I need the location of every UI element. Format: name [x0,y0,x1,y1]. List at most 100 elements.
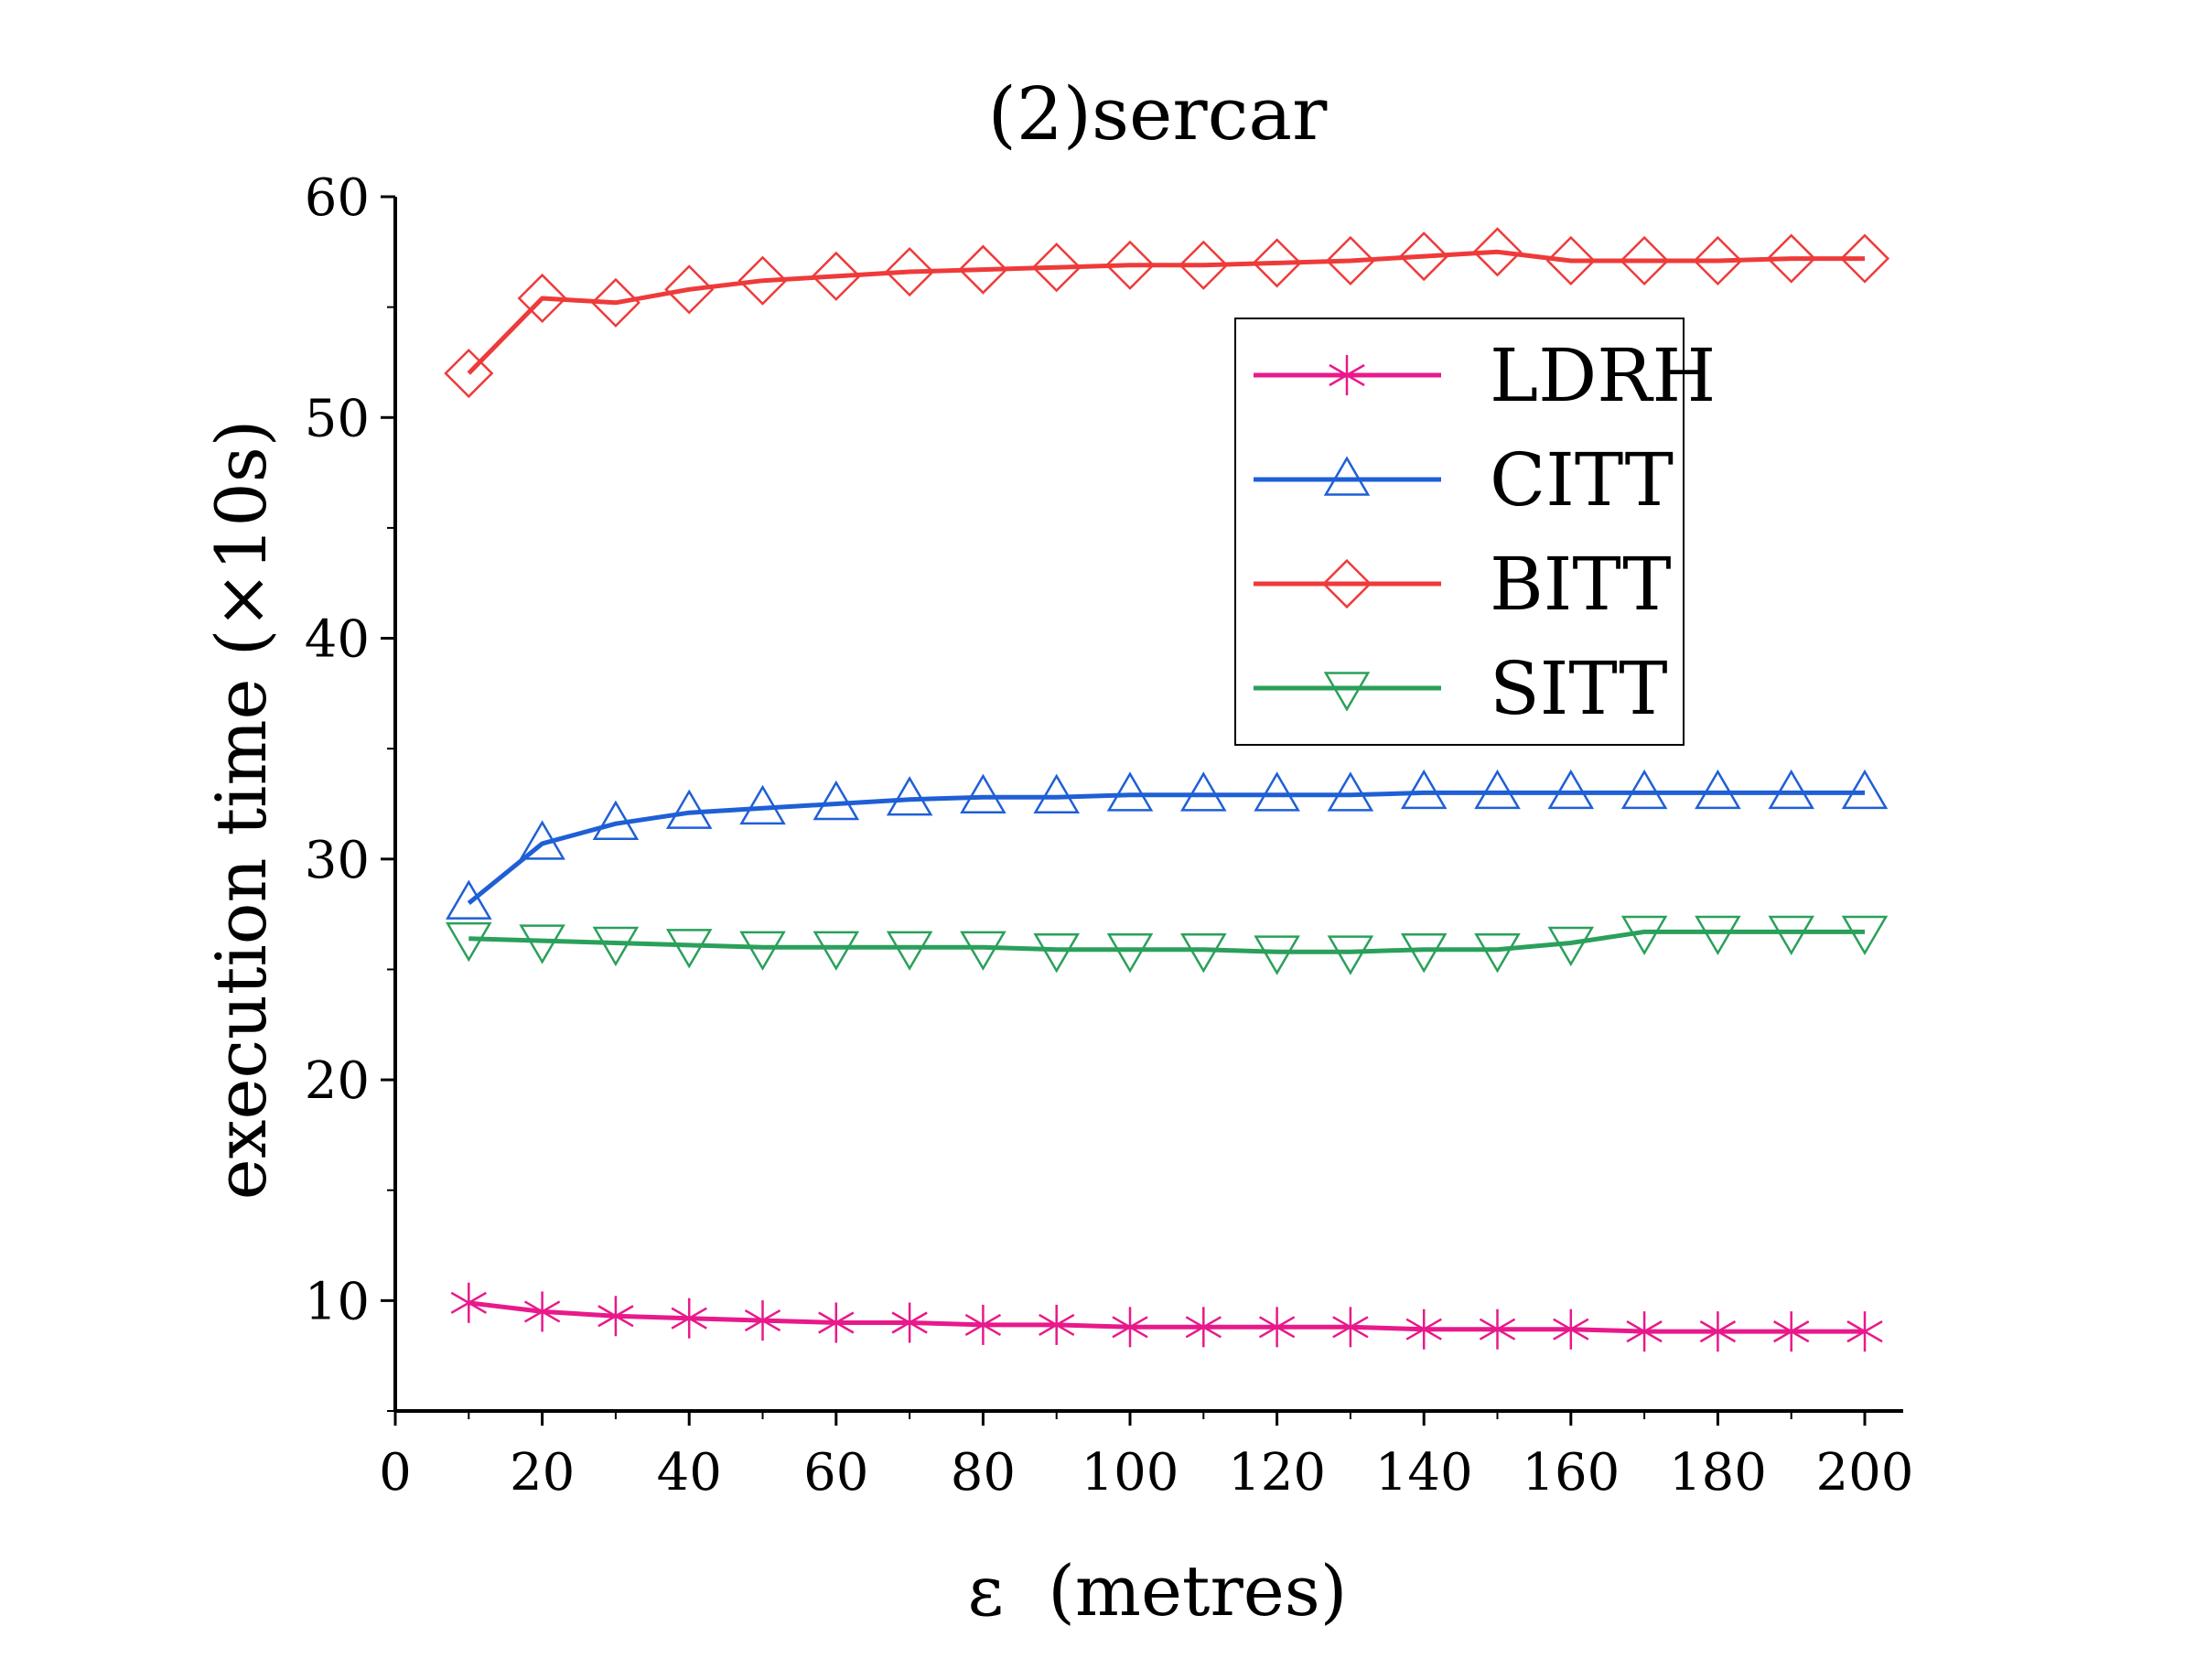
data-point [739,931,786,971]
data-point [1626,1311,1663,1352]
data-point [1620,235,1670,286]
legend-label: LDRH [1490,333,1716,418]
data-point [1768,769,1814,810]
data-point [737,255,788,306]
data-point [891,1302,928,1343]
legend-label: CITT [1490,437,1674,522]
data-point [671,1298,707,1339]
series-sitt [446,915,1889,975]
data-point [1327,771,1374,812]
legend-label: SITT [1490,646,1668,731]
data-point [1327,935,1374,975]
y-ticks: 10 20 30 40 50 60 [305,168,395,1412]
marker-stroke [1039,1313,1075,1336]
data-point [1400,769,1448,810]
y-axis-label: execution time (×10s) [200,420,282,1201]
data-point [1846,1311,1883,1352]
marker-stroke [1258,1316,1296,1339]
data-point [1472,227,1523,277]
y-tick-label: 60 [305,168,370,228]
legend-item-bitt: BITT [1254,542,1672,627]
y-tick-label: 40 [305,610,370,670]
x-axis-label: ε (metres) [968,1550,1348,1632]
data-point [597,1296,634,1337]
chart-title: (2)sercar [988,71,1328,156]
data-point [1104,240,1156,290]
data-point [450,1282,487,1323]
data-point [1547,926,1595,967]
x-tick-label: 200 [1816,1443,1914,1502]
marker-stroke [450,1291,487,1314]
data-point [739,784,786,825]
x-tick-label: 140 [1375,1443,1473,1502]
data-point [1112,1307,1148,1348]
marker-stroke [1553,1318,1589,1341]
x-ticks: 0 20 40 60 80 100 120 140 160 180 200 [379,1411,1913,1502]
data-point [523,1291,561,1332]
data-point [1545,235,1596,286]
data-point [446,921,492,963]
marker-stroke [891,1311,928,1334]
data-point [960,931,1006,971]
series-ldrh [450,1282,1883,1352]
data-point [1620,915,1668,956]
y-tick-label: 10 [305,1272,370,1331]
data-point [1693,235,1743,286]
data-point [1841,915,1889,956]
marker-stroke [818,1311,855,1334]
data-point [1031,242,1082,293]
y-tick-label: 20 [305,1051,370,1111]
data-point [590,277,640,328]
marker-stroke [1332,1316,1369,1339]
series-bitt [444,227,1890,399]
data-point [1254,771,1300,812]
data-point [1323,672,1371,712]
data-point [446,879,492,920]
data-point [744,1300,781,1341]
marker-stroke [1405,1318,1442,1341]
data-point [1773,1311,1810,1352]
x-tick-label: 20 [510,1443,575,1502]
data-point [1553,1308,1589,1350]
data-point [1474,769,1521,810]
data-point [1252,238,1302,288]
data-point [885,246,935,297]
x-tick-label: 80 [951,1443,1016,1502]
data-point [811,251,861,301]
data-point [1695,915,1741,956]
legend-item-sitt: SITT [1254,646,1668,731]
data-point [1185,1307,1222,1348]
data-point [958,244,1008,295]
series-layer [444,227,1890,1352]
data-point [1033,932,1080,974]
marker-stroke [1479,1318,1516,1341]
x-tick-label: 60 [803,1443,868,1502]
data-point [1400,932,1448,974]
data-point [592,926,640,967]
x-tick-label: 180 [1669,1443,1767,1502]
data-point [818,1302,855,1343]
marker-stroke [744,1308,781,1332]
data-point [1180,932,1227,974]
marker-stroke [1626,1320,1663,1343]
data-point [1180,771,1227,812]
legend-label: BITT [1490,542,1672,627]
y-tick-label: 30 [305,831,370,890]
data-point [1321,558,1372,609]
data-point [664,264,715,315]
data-point [444,348,494,399]
data-point [517,273,567,324]
marker-stroke [964,1313,1002,1336]
data-point [1179,240,1229,290]
data-point [592,800,640,840]
legend-box [1234,318,1685,746]
data-point [1699,1311,1737,1352]
marker-stroke [1699,1320,1737,1343]
marker-stroke [671,1307,707,1330]
series-citt [446,769,1889,920]
data-point [665,789,713,829]
series-line [467,249,1865,375]
x-tick-label: 40 [657,1443,722,1502]
series-line [468,1300,1865,1334]
